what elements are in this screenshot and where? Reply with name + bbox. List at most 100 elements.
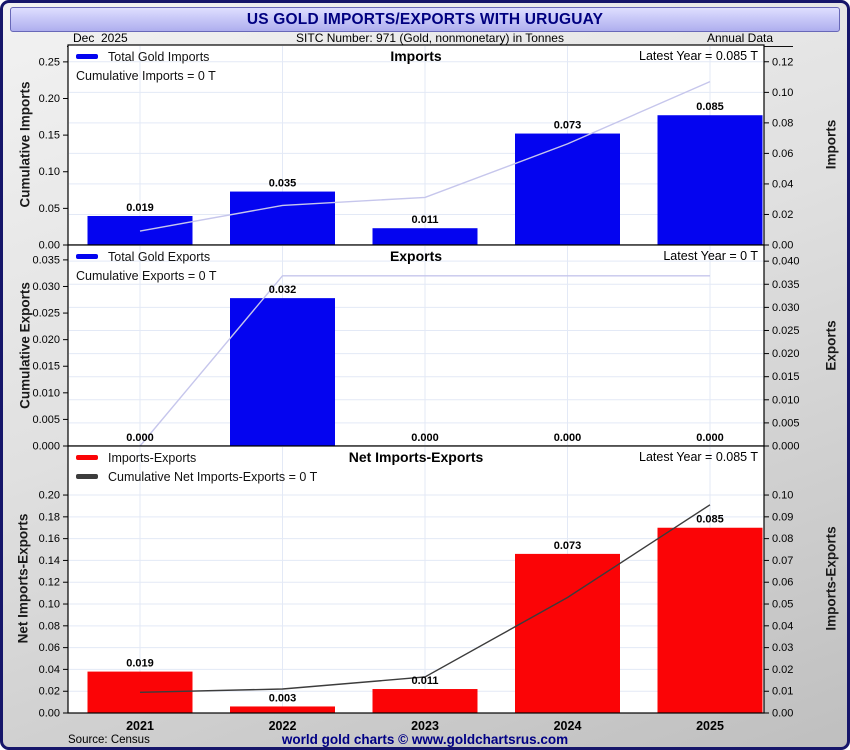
svg-text:0.00: 0.00 xyxy=(772,708,793,720)
svg-text:0.000: 0.000 xyxy=(32,441,60,453)
svg-text:0.035: 0.035 xyxy=(772,279,800,291)
svg-text:0.00: 0.00 xyxy=(39,240,60,252)
legend-label: Cumulative Net Imports-Exports = 0 T xyxy=(108,469,318,484)
svg-text:0.015: 0.015 xyxy=(32,361,60,373)
svg-text:0.07: 0.07 xyxy=(772,555,793,567)
line-series-swatch-icon xyxy=(76,474,98,479)
svg-text:0.003: 0.003 xyxy=(269,692,297,704)
legend-item: Cumulative Exports = 0 T xyxy=(76,266,216,285)
svg-text:0.09: 0.09 xyxy=(772,511,793,523)
svg-text:0.015: 0.015 xyxy=(772,371,800,383)
svg-text:0.025: 0.025 xyxy=(772,325,800,337)
legend-label: Imports-Exports xyxy=(108,450,197,465)
svg-text:0.019: 0.019 xyxy=(126,658,154,670)
svg-text:0.04: 0.04 xyxy=(772,178,793,190)
svg-text:0.073: 0.073 xyxy=(554,120,582,132)
bar-series-swatch-icon xyxy=(76,254,98,259)
svg-text:0.010: 0.010 xyxy=(32,387,60,399)
svg-text:0.18: 0.18 xyxy=(39,511,60,523)
date-label: Dec 2025 xyxy=(73,31,128,45)
net-panel-header: Imports-Exports Cumulative Net Imports-E… xyxy=(68,446,764,490)
svg-text:0.01: 0.01 xyxy=(772,686,793,698)
exports-latest-value: Latest Year = 0 T xyxy=(663,249,758,263)
svg-text:0.000: 0.000 xyxy=(696,432,724,444)
svg-text:0.035: 0.035 xyxy=(269,178,297,190)
legend-label: Cumulative Imports = 0 T xyxy=(76,68,216,83)
brand-label: world gold charts © www.goldchartsrus.co… xyxy=(281,732,569,747)
svg-text:0.000: 0.000 xyxy=(554,432,582,444)
svg-text:0.019: 0.019 xyxy=(126,202,154,214)
sitc-label: SITC Number: 971 (Gold, nonmonetary) in … xyxy=(296,31,564,45)
bar-series-swatch-icon xyxy=(76,54,98,59)
y-axis-title-right: Exports xyxy=(823,320,839,371)
legend-item: Total Gold Exports xyxy=(76,247,216,266)
legend-item: Imports-Exports xyxy=(76,448,317,467)
svg-text:0.08: 0.08 xyxy=(39,620,60,632)
svg-text:0.08: 0.08 xyxy=(772,117,793,129)
svg-text:0.005: 0.005 xyxy=(32,414,60,426)
svg-text:0.030: 0.030 xyxy=(32,281,60,293)
svg-text:0.011: 0.011 xyxy=(412,214,439,226)
svg-text:2025: 2025 xyxy=(696,719,724,733)
annual-data-label: Annual Data xyxy=(706,31,773,45)
svg-text:0.085: 0.085 xyxy=(696,514,724,526)
svg-text:2022: 2022 xyxy=(269,719,297,733)
net-legend: Imports-Exports Cumulative Net Imports-E… xyxy=(76,448,317,486)
svg-text:0.14: 0.14 xyxy=(39,555,60,567)
svg-text:0.15: 0.15 xyxy=(39,130,60,142)
svg-text:0.08: 0.08 xyxy=(772,533,793,545)
svg-text:0.20: 0.20 xyxy=(39,490,60,502)
net-latest-value: Latest Year = 0.085 T xyxy=(639,450,758,464)
svg-text:0.10: 0.10 xyxy=(772,490,793,502)
chart-canvas: 0.00 0.05 0.10 0.15 0.20 0.25 0.00 0.02 0.04 0.06… xyxy=(32,44,800,733)
svg-text:0.030: 0.030 xyxy=(772,302,800,314)
svg-text:0.005: 0.005 xyxy=(772,417,800,429)
y-axis-title-left: Net Imports-Exports xyxy=(15,513,31,644)
svg-text:0.000: 0.000 xyxy=(126,432,154,444)
svg-text:0.02: 0.02 xyxy=(39,686,60,698)
svg-text:0.000: 0.000 xyxy=(411,432,439,444)
legend-label: Total Gold Imports xyxy=(108,49,210,64)
svg-text:0.020: 0.020 xyxy=(772,348,800,360)
svg-text:0.010: 0.010 xyxy=(772,394,800,406)
footer-row: Source: Census world gold charts © www.g… xyxy=(3,732,847,747)
svg-text:0.03: 0.03 xyxy=(772,642,793,654)
legend-item: Cumulative Imports = 0 T xyxy=(76,66,216,85)
exports-legend: Total Gold Exports Cumulative Exports = … xyxy=(76,247,216,285)
svg-text:2021: 2021 xyxy=(126,719,154,733)
svg-text:0.040: 0.040 xyxy=(772,256,800,268)
svg-text:0.16: 0.16 xyxy=(39,533,60,545)
svg-text:0.12: 0.12 xyxy=(39,577,60,589)
svg-text:0.25: 0.25 xyxy=(39,56,60,68)
legend-label: Total Gold Exports xyxy=(108,249,211,264)
source-label: Source: Census xyxy=(68,734,150,746)
svg-text:0.06: 0.06 xyxy=(772,148,793,160)
legend-item: Total Gold Imports xyxy=(76,47,216,66)
svg-text:0.02: 0.02 xyxy=(772,664,793,676)
imports-panel-header: Total Gold Imports Cumulative Imports = … xyxy=(68,45,764,89)
svg-text:2023: 2023 xyxy=(411,719,439,733)
bar-series-swatch-icon xyxy=(76,455,98,460)
svg-text:0.04: 0.04 xyxy=(772,620,793,632)
svg-text:2024: 2024 xyxy=(554,719,582,733)
svg-text:0.10: 0.10 xyxy=(772,87,793,99)
svg-text:0.000: 0.000 xyxy=(772,441,800,453)
svg-text:0.035: 0.035 xyxy=(32,254,60,266)
exports-panel-title: Exports xyxy=(389,248,443,264)
svg-text:0.04: 0.04 xyxy=(39,664,60,676)
svg-text:0.20: 0.20 xyxy=(39,93,60,105)
svg-text:0.073: 0.073 xyxy=(554,540,582,552)
svg-text:0.020: 0.020 xyxy=(32,334,60,346)
svg-text:0.085: 0.085 xyxy=(696,101,724,113)
page-title: US GOLD IMPORTS/EXPORTS WITH URUGUAY xyxy=(246,10,604,28)
imports-panel-title: Imports xyxy=(390,48,442,64)
legend-item: Cumulative Net Imports-Exports = 0 T xyxy=(76,467,317,486)
svg-text:0.10: 0.10 xyxy=(39,599,60,611)
svg-text:0.05: 0.05 xyxy=(772,599,793,611)
svg-text:0.011: 0.011 xyxy=(412,675,439,687)
svg-text:0.06: 0.06 xyxy=(39,642,60,654)
svg-text:0.025: 0.025 xyxy=(32,308,60,320)
legend-label: Cumulative Exports = 0 T xyxy=(76,268,217,283)
y-axis-title-right: Imports-Exports xyxy=(823,526,839,631)
